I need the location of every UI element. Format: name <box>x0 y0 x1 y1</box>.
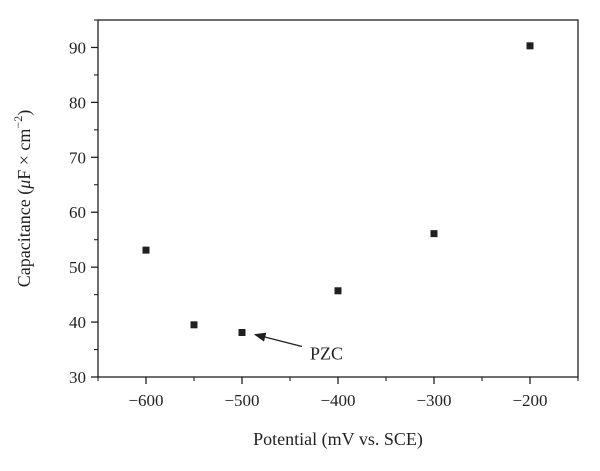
y-axis-title-suffix: ) <box>14 110 35 116</box>
pzc-label: PZC <box>310 344 343 364</box>
y-tick-label: 70 <box>69 148 86 167</box>
y-tick-label: 40 <box>69 313 86 332</box>
y-tick-label: 60 <box>69 203 86 222</box>
y-axis-title: Capacitance (μF × cm−2) <box>11 110 35 287</box>
plot-frame <box>97 19 579 378</box>
y-axis-title-unit: F × cm <box>14 129 34 180</box>
annotations: PZC <box>253 332 343 364</box>
data-points <box>142 42 534 337</box>
x-tick-label: −600 <box>128 391 163 410</box>
data-point <box>526 42 534 50</box>
y-axis-title-exponent: −2 <box>11 116 25 129</box>
x-axis-title: Potential (mV vs. SCE) <box>253 429 423 450</box>
data-point <box>238 329 246 337</box>
axes: −600 −500 −400 −300 −200 30 40 50 60 70 80 90 Potent… <box>11 19 579 450</box>
y-tick-label: 90 <box>69 38 86 57</box>
y-tick-label: 50 <box>69 258 86 277</box>
y-tick-label: 80 <box>69 93 86 112</box>
x-tick-label: −200 <box>512 391 547 410</box>
x-tick-label: −500 <box>224 391 259 410</box>
y-axis-title-prefix: Capacitance ( <box>14 189 35 287</box>
data-point <box>142 246 150 254</box>
plot-area <box>97 19 579 378</box>
y-axis-title-mu: μ <box>14 180 34 190</box>
data-point <box>190 321 198 329</box>
x-tick-label: −400 <box>320 391 355 410</box>
pzc-arrow <box>253 332 303 348</box>
data-point <box>430 230 438 238</box>
x-tick-label: −300 <box>416 391 451 410</box>
data-point <box>334 287 342 295</box>
y-tick-label: 30 <box>69 368 86 387</box>
